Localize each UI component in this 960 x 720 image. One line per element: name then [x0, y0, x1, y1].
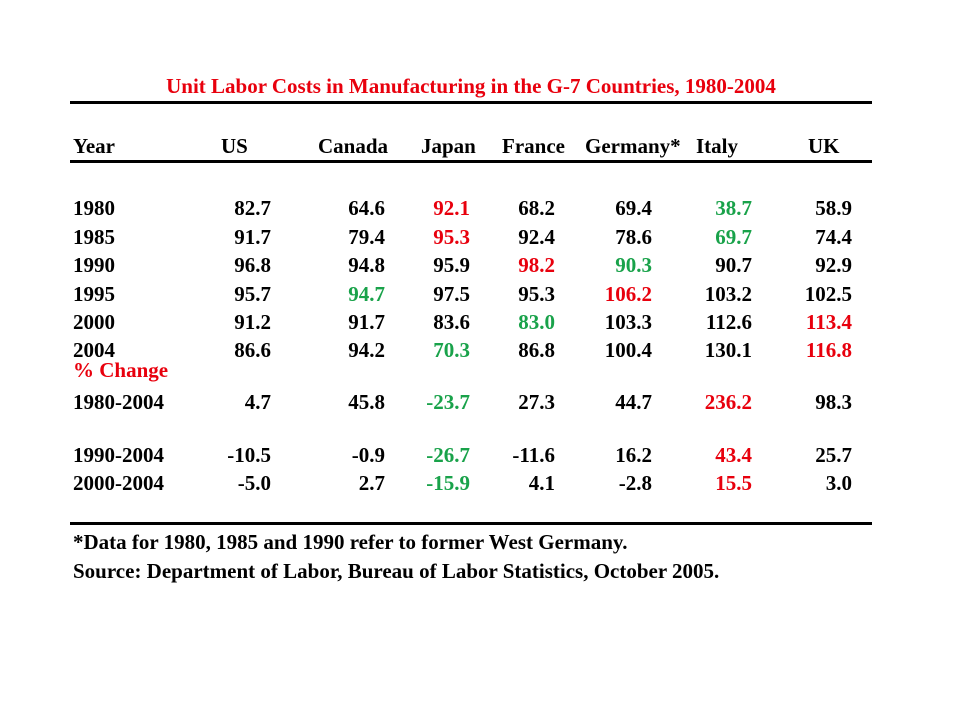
- table-row: 1985 91.7 79.4 95.3 92.4 78.6 69.7 74.4: [0, 224, 960, 250]
- source-note: Source: Department of Labor, Bureau of L…: [73, 559, 720, 583]
- header-canada: Canada: [318, 134, 389, 158]
- table-row: 1990-2004 -10.5 -0.9 -26.7 -11.6 16.2 43.4 25.7: [0, 442, 960, 468]
- table-cell: -23.7: [426, 390, 470, 414]
- table-cell: -5.0: [237, 471, 271, 495]
- footnote: *Data for 1980, 1985 and 1990 refer to f…: [73, 530, 628, 554]
- table-row: 2000 91.2 91.7 83.6 83.0 103.3 112.6 113.4: [0, 309, 960, 335]
- header-year: Year: [73, 134, 115, 158]
- table-cell: 83.6: [433, 310, 470, 334]
- table-cell: 90.7: [715, 253, 752, 277]
- table-title: Unit Labor Costs in Manufacturing in the…: [166, 74, 776, 98]
- row-label: 1980: [73, 196, 115, 220]
- table-cell: 91.2: [234, 310, 271, 334]
- table-cell: 98.2: [518, 253, 555, 277]
- table-cell: 98.3: [815, 390, 852, 414]
- table-cell: 102.5: [804, 282, 852, 306]
- table-row: 1995 95.7 94.7 97.5 95.3 106.2 103.2 102.5: [0, 281, 960, 307]
- table-cell: 43.4: [715, 443, 752, 467]
- table-cell: 103.3: [604, 310, 652, 334]
- table-cell: 82.7: [234, 196, 271, 220]
- table-cell: 106.2: [604, 282, 652, 306]
- percent-change-label: % Change: [73, 358, 169, 382]
- row-label: 1990: [73, 253, 115, 277]
- table-cell: 86.8: [518, 338, 555, 362]
- table-header: Year US Canada Japan France Germany* Ita…: [0, 133, 960, 159]
- table-cell: 236.2: [704, 390, 752, 414]
- table-cell: 92.4: [518, 225, 555, 249]
- row-label: 2004: [73, 338, 115, 362]
- header-divider: [70, 160, 872, 163]
- header-france: France: [502, 134, 565, 158]
- table-cell: 16.2: [615, 443, 652, 467]
- table-cell: 96.8: [234, 253, 271, 277]
- table-cell: 92.1: [433, 196, 470, 220]
- table-cell: 94.8: [348, 253, 385, 277]
- table-row: 2004 86.6 94.2 70.3 86.8 100.4 130.1 116.8: [0, 337, 960, 363]
- table-cell: 3.0: [825, 471, 852, 495]
- table-cell: -26.7: [426, 443, 470, 467]
- table-cell: 92.9: [815, 253, 852, 277]
- table-cell: 74.4: [815, 225, 852, 249]
- table-cell: 116.8: [805, 338, 852, 362]
- row-label: 1990-2004: [73, 443, 164, 467]
- table-cell: 95.7: [234, 282, 271, 306]
- table-cell: 112.6: [705, 310, 752, 334]
- table-cell: 69.7: [715, 225, 752, 249]
- table-cell: 83.0: [518, 310, 555, 334]
- table-cell: 38.7: [715, 196, 752, 220]
- table-cell: 94.2: [348, 338, 385, 362]
- table-cell: 95.3: [518, 282, 555, 306]
- table-cell: 68.2: [518, 196, 555, 220]
- table-cell: 97.5: [433, 282, 470, 306]
- table-cell: -0.9: [351, 443, 385, 467]
- table-cell: 45.8: [348, 390, 385, 414]
- table-cell: 103.2: [704, 282, 752, 306]
- row-label: 2000: [73, 310, 115, 334]
- table-cell: 2.7: [358, 471, 385, 495]
- table-row: 2000-2004 -5.0 2.7 -15.9 4.1 -2.8 15.5 3.0: [0, 470, 960, 496]
- row-label: 1985: [73, 225, 115, 249]
- header-germany: Germany*: [585, 134, 681, 158]
- table-cell: 130.1: [704, 338, 752, 362]
- row-label: 2000-2004: [73, 471, 164, 495]
- header-uk: UK: [808, 134, 840, 158]
- table-cell: 95.9: [433, 253, 470, 277]
- bottom-divider: [70, 522, 872, 525]
- row-label: 1995: [73, 282, 115, 306]
- table-cell: -15.9: [426, 471, 470, 495]
- table-cell: 25.7: [815, 443, 852, 467]
- table-cell: 4.7: [244, 390, 271, 414]
- table-cell: 64.6: [348, 196, 385, 220]
- table-cell: 91.7: [234, 225, 271, 249]
- table-row: 1980-2004 4.7 45.8 -23.7 27.3 44.7 236.2 98.3: [0, 389, 960, 415]
- header-italy: Italy: [696, 134, 738, 158]
- table-cell: 91.7: [348, 310, 385, 334]
- table-cell: 27.3: [518, 390, 555, 414]
- table-cell: 113.4: [805, 310, 852, 334]
- table-cell: 4.1: [528, 471, 555, 495]
- table-cell: 15.5: [715, 471, 752, 495]
- table-row: 1980 82.7 64.6 92.1 68.2 69.4 38.7 58.9: [0, 195, 960, 221]
- table-cell: -10.5: [227, 443, 271, 467]
- table-cell: 70.3: [433, 338, 470, 362]
- table-cell: 90.3: [615, 253, 652, 277]
- table-cell: -11.6: [512, 443, 555, 467]
- table-row: 1990 96.8 94.8 95.9 98.2 90.3 90.7 92.9: [0, 252, 960, 278]
- table-cell: 78.6: [615, 225, 652, 249]
- table-cell: 69.4: [615, 196, 652, 220]
- top-divider: [70, 101, 872, 104]
- table-cell: 44.7: [615, 390, 652, 414]
- row-label: 1980-2004: [73, 390, 164, 414]
- table-cell: 79.4: [348, 225, 385, 249]
- table-cell: 100.4: [604, 338, 652, 362]
- table-cell: -2.8: [618, 471, 652, 495]
- table-cell: 94.7: [348, 282, 385, 306]
- table-cell: 95.3: [433, 225, 470, 249]
- table-cell: 86.6: [234, 338, 271, 362]
- header-japan: Japan: [421, 134, 476, 158]
- table-cell: 58.9: [815, 196, 852, 220]
- header-us: US: [221, 134, 248, 158]
